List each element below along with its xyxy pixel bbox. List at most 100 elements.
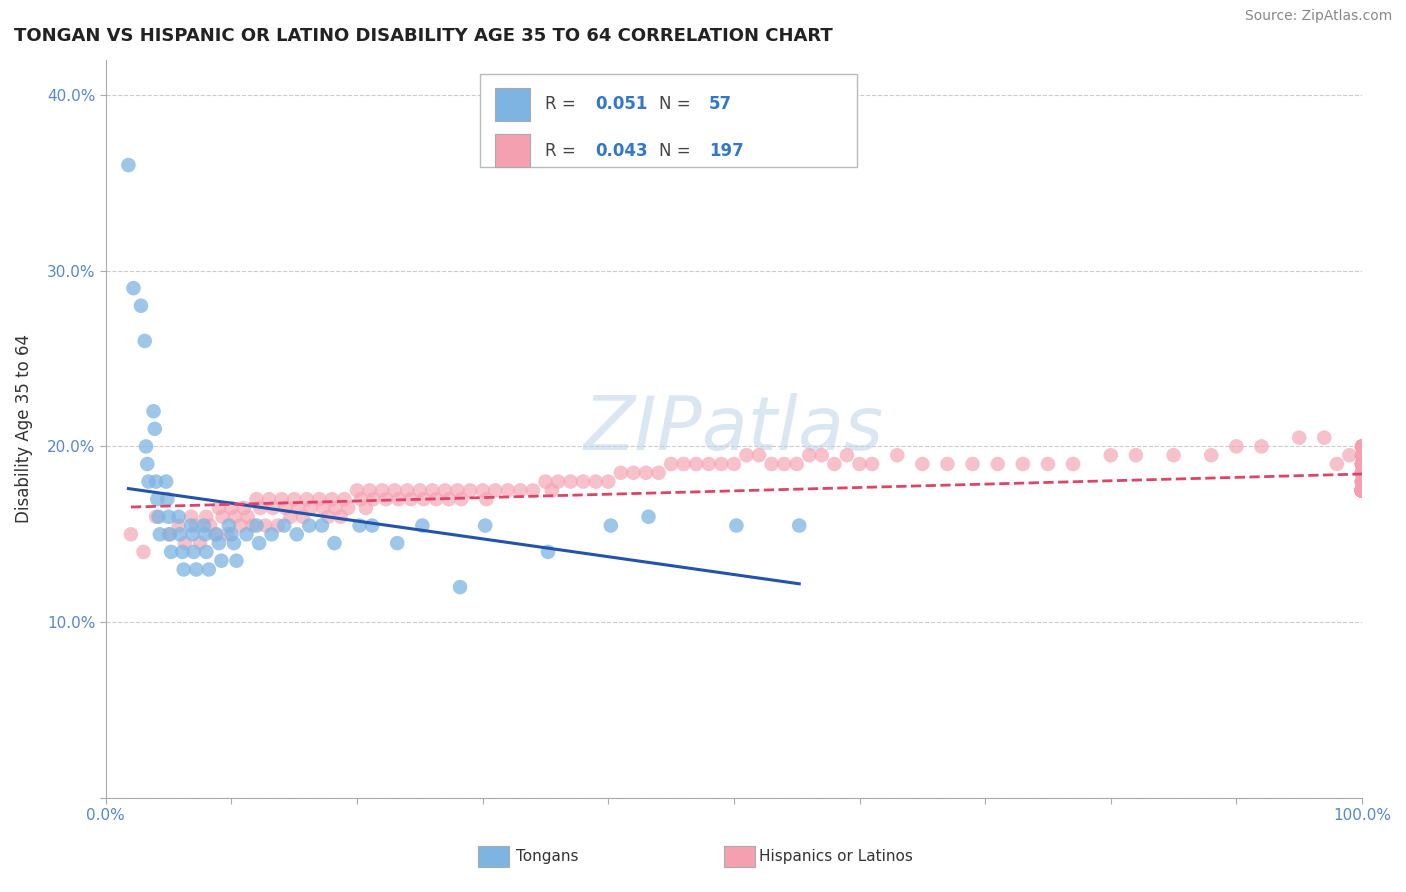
- Point: [787, 518, 810, 533]
- Point: [217, 527, 239, 541]
- Point: [1351, 439, 1374, 453]
- Point: [1351, 483, 1374, 498]
- Point: [321, 492, 343, 507]
- Text: R =: R =: [546, 142, 582, 160]
- Point: [725, 518, 748, 533]
- Text: TONGAN VS HISPANIC OR LATINO DISABILITY AGE 35 TO 64 CORRELATION CHART: TONGAN VS HISPANIC OR LATINO DISABILITY …: [14, 27, 832, 45]
- Point: [446, 483, 468, 498]
- Point: [1351, 483, 1374, 498]
- Point: [136, 457, 159, 471]
- Point: [149, 527, 172, 541]
- Point: [221, 500, 243, 515]
- Point: [1351, 483, 1374, 498]
- Point: [1351, 457, 1374, 471]
- Point: [183, 545, 205, 559]
- Text: Tongans: Tongans: [516, 849, 578, 863]
- Point: [987, 457, 1010, 471]
- Point: [1351, 483, 1374, 498]
- Point: [1351, 483, 1374, 498]
- Point: [458, 483, 481, 498]
- Point: [1351, 483, 1374, 498]
- Point: [205, 527, 228, 541]
- Point: [224, 509, 246, 524]
- Point: [1163, 448, 1185, 462]
- Point: [1339, 448, 1361, 462]
- Point: [267, 518, 290, 533]
- Point: [1011, 457, 1033, 471]
- Point: [1351, 466, 1374, 480]
- Point: [1351, 466, 1374, 480]
- Point: [1351, 483, 1374, 498]
- Point: [1351, 483, 1374, 498]
- Point: [371, 483, 394, 498]
- Point: [422, 483, 444, 498]
- Point: [1351, 483, 1374, 498]
- Text: N =: N =: [658, 95, 696, 113]
- Point: [411, 518, 433, 533]
- Point: [1351, 483, 1374, 498]
- Point: [735, 448, 758, 462]
- Point: [209, 554, 232, 568]
- Point: [337, 500, 360, 515]
- Point: [685, 457, 707, 471]
- Point: [1326, 457, 1348, 471]
- Point: [1351, 448, 1374, 462]
- Point: [194, 527, 217, 541]
- Point: [1351, 483, 1374, 498]
- Point: [537, 545, 560, 559]
- Point: [697, 457, 720, 471]
- Point: [193, 518, 215, 533]
- Point: [349, 518, 371, 533]
- Point: [1351, 475, 1374, 489]
- Point: [221, 527, 243, 541]
- Point: [359, 483, 381, 498]
- Point: [572, 475, 595, 489]
- Point: [475, 492, 498, 507]
- Text: N =: N =: [658, 142, 696, 160]
- Point: [1351, 483, 1374, 498]
- Point: [1351, 457, 1374, 471]
- Point: [1351, 457, 1374, 471]
- Point: [1351, 483, 1374, 498]
- Point: [1351, 483, 1374, 498]
- Point: [384, 483, 406, 498]
- Point: [1036, 457, 1059, 471]
- Point: [173, 562, 195, 576]
- Text: 0.043: 0.043: [596, 142, 648, 160]
- Point: [1351, 483, 1374, 498]
- Point: [1351, 483, 1374, 498]
- Point: [1351, 466, 1374, 480]
- Point: [835, 448, 858, 462]
- Point: [172, 545, 194, 559]
- Point: [308, 492, 330, 507]
- Point: [142, 404, 165, 418]
- Point: [962, 457, 984, 471]
- Text: Hispanics or Latinos: Hispanics or Latinos: [759, 849, 912, 863]
- Point: [129, 299, 152, 313]
- Point: [1351, 483, 1374, 498]
- Point: [1351, 483, 1374, 498]
- Point: [236, 509, 259, 524]
- Point: [1351, 483, 1374, 498]
- Point: [262, 500, 284, 515]
- Point: [198, 562, 221, 576]
- Point: [1351, 475, 1374, 489]
- Point: [188, 536, 211, 550]
- Point: [159, 527, 181, 541]
- Point: [156, 492, 179, 507]
- Point: [312, 500, 335, 515]
- Point: [450, 492, 472, 507]
- Text: ZIPatlas: ZIPatlas: [583, 392, 884, 465]
- Point: [143, 422, 166, 436]
- Point: [1125, 448, 1147, 462]
- Point: [198, 518, 221, 533]
- Point: [245, 492, 267, 507]
- Point: [634, 466, 657, 480]
- Text: 57: 57: [709, 95, 733, 113]
- Point: [274, 500, 297, 515]
- Point: [292, 509, 315, 524]
- Point: [287, 500, 309, 515]
- Point: [285, 527, 308, 541]
- Point: [1351, 483, 1374, 498]
- Text: Source: ZipAtlas.com: Source: ZipAtlas.com: [1244, 9, 1392, 23]
